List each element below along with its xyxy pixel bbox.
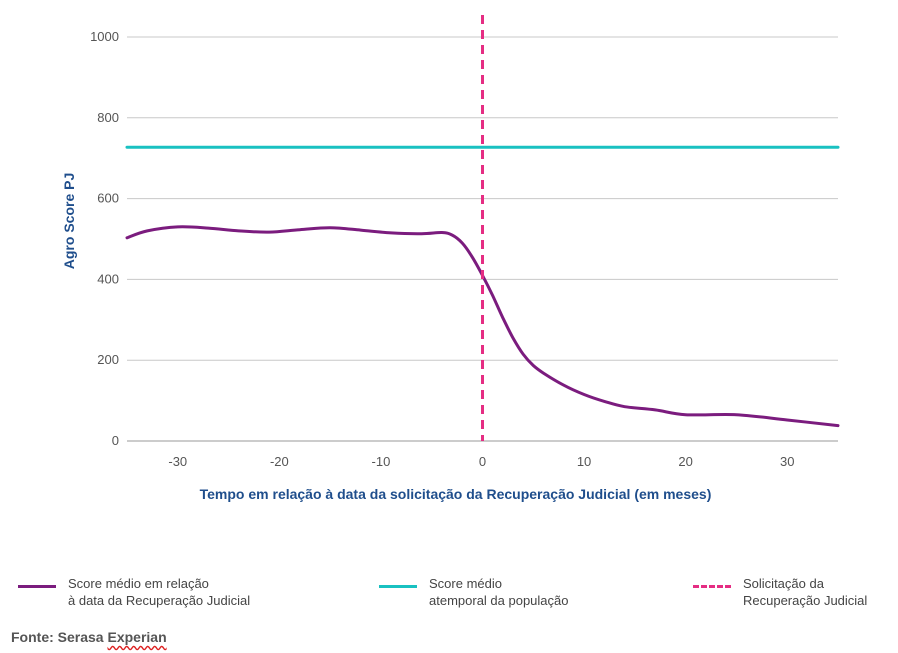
x-tick-label: -10 — [372, 454, 391, 469]
y-tick-label: 600 — [97, 191, 119, 206]
legend-label-score-populacao: Score médio atemporal da população — [429, 576, 569, 608]
x-tick-label: 0 — [479, 454, 486, 469]
legend-swatch-solicitacao — [693, 585, 731, 588]
x-tick-label: 20 — [678, 454, 692, 469]
legend: Score médio em relação à data da Recuper… — [0, 575, 898, 615]
y-axis-title: Agro Score PJ — [61, 173, 77, 269]
y-tick-label: 800 — [97, 110, 119, 125]
y-tick-label: 200 — [97, 352, 119, 367]
x-tick-label: -20 — [270, 454, 289, 469]
source-prefix: Fonte: Serasa — [11, 629, 108, 645]
legend-label-score-rj: Score médio em relação à data da Recuper… — [68, 576, 251, 608]
legend-label-solicitacao: Solicitação da Recuperação Judicial — [743, 576, 868, 608]
legend-item-solicitacao: Solicitação da Recuperação Judicial — [693, 575, 867, 609]
y-tick-label: 0 — [112, 433, 119, 448]
x-tick-label: -30 — [168, 454, 187, 469]
legend-item-score-rj: Score médio em relação à data da Recuper… — [18, 575, 250, 609]
source-note: Fonte: Serasa Experian — [11, 629, 167, 645]
y-tick-labels: 0 200 400 600 800 1000 — [90, 29, 119, 448]
x-tick-label: 10 — [577, 454, 591, 469]
line-chart: 0 200 400 600 800 1000 -30 -20 -10 0 10 20 30 Agro … — [61, 15, 840, 502]
y-tick-label: 400 — [97, 271, 119, 286]
x-tick-labels: -30 -20 -10 0 10 20 30 — [168, 454, 794, 469]
x-axis-title: Tempo em relação à data da solicitação d… — [200, 486, 712, 502]
legend-item-score-populacao: Score médio atemporal da população — [379, 575, 569, 609]
y-tick-label: 1000 — [90, 29, 119, 44]
legend-swatch-score-populacao — [379, 585, 417, 588]
source-company: Experian — [107, 629, 167, 645]
x-tick-label: 30 — [780, 454, 794, 469]
legend-swatch-score-rj — [18, 585, 56, 588]
